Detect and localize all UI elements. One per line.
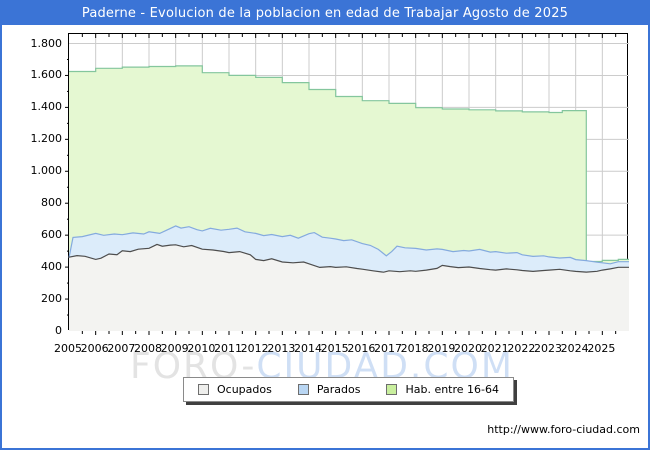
plot-area xyxy=(65,33,629,335)
x-tick-label: 2025 xyxy=(587,342,616,355)
legend-item-hab-16-64: Hab. entre 16-64 xyxy=(386,383,499,396)
legend-label-parados: Parados xyxy=(316,383,361,396)
x-tick-label: 2021 xyxy=(480,342,509,355)
x-tick-label: 2023 xyxy=(534,342,562,355)
y-tick-label: 1.200 xyxy=(30,132,63,146)
y-tick-label: 400 xyxy=(41,260,62,274)
x-tick-label: 2005 xyxy=(54,342,82,355)
legend-item-parados: Parados xyxy=(297,383,361,396)
y-tick-label: 1.000 xyxy=(30,164,63,178)
legend-item-ocupados: Ocupados xyxy=(198,383,272,396)
x-tick-label: 2013 xyxy=(267,342,296,355)
x-tick-label: 2010 xyxy=(187,342,216,355)
x-tick-label: 2019 xyxy=(427,342,456,355)
y-tick-label: 800 xyxy=(41,196,62,210)
x-tick-label: 2009 xyxy=(160,342,189,355)
y-tick-label: 1.400 xyxy=(30,100,63,114)
x-tick-label: 2014 xyxy=(294,342,322,355)
x-tick-label: 2008 xyxy=(134,342,162,355)
x-tick-label: 2016 xyxy=(347,342,376,355)
source-url: http://www.foro-ciudad.com xyxy=(487,423,640,436)
x-tick-label: 2020 xyxy=(454,342,482,355)
x-tick-label: 2007 xyxy=(107,342,136,355)
x-tick-label: 2018 xyxy=(400,342,429,355)
x-tick-label: 2012 xyxy=(240,342,269,355)
legend-label-ocupados: Ocupados xyxy=(217,383,272,396)
parados-swatch-icon xyxy=(297,384,309,395)
title-bar: Paderne - Evolucion de la poblacion en e… xyxy=(2,2,648,25)
x-tick-label: 2015 xyxy=(320,342,349,355)
legend: Ocupados Parados Hab. entre 16-64 xyxy=(183,377,515,402)
y-tick-label: 1.800 xyxy=(30,36,63,50)
y-tick-label: 1.600 xyxy=(30,68,63,82)
x-tick-label: 2011 xyxy=(214,342,242,355)
legend-label-hab-16-64: Hab. entre 16-64 xyxy=(405,383,500,396)
x-tick-label: 2024 xyxy=(560,342,589,355)
x-tick-label: 2017 xyxy=(374,342,402,355)
chart-title: Paderne - Evolucion de la poblacion en e… xyxy=(81,6,569,21)
x-tick-label: 2006 xyxy=(80,342,109,355)
plot-svg xyxy=(65,34,629,335)
x-tick-label: 2022 xyxy=(507,342,536,355)
hab-16-64-swatch-icon xyxy=(386,384,398,395)
y-tick-label: 200 xyxy=(41,292,62,306)
ocupados-swatch-icon xyxy=(198,384,209,395)
y-tick-label: 600 xyxy=(41,228,62,242)
y-tick-label: 0 xyxy=(55,324,62,337)
